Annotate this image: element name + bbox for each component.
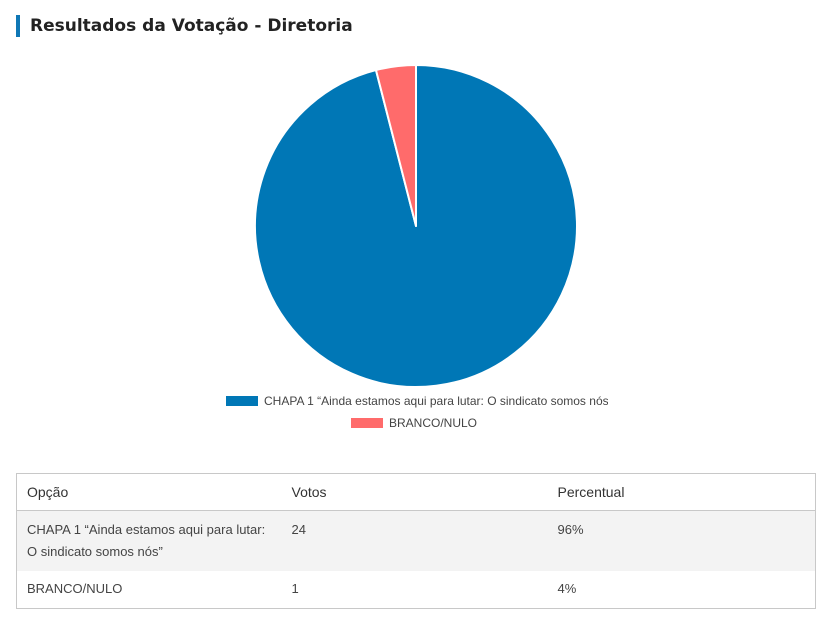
column-header-option: Opção (16, 473, 282, 511)
pie-chart (254, 64, 578, 388)
pie-slice-branco-nulo[interactable] (374, 64, 417, 227)
cell-option: CHAPA 1 “Ainda estamos aqui para lutar: … (16, 510, 282, 571)
legend-item-branco-nulo[interactable]: BRANCO/NULO (351, 416, 477, 430)
legend-label-branco-nulo: BRANCO/NULO (389, 416, 478, 430)
table-header-row: Opção Votos Percentual (16, 473, 816, 511)
legend-label-chapa-1: CHAPA 1 “Ainda estamos aqui para lutar: … (264, 394, 608, 408)
legend-item-chapa-1[interactable]: CHAPA 1 “Ainda estamos aqui para lutar: … (226, 394, 608, 408)
section-heading: Resultados da Votação - Diretoria (16, 14, 353, 38)
cell-votes: 1 (281, 571, 548, 609)
cell-percent: 4% (547, 571, 816, 609)
table-row: CHAPA 1 “Ainda estamos aqui para lutar: … (16, 510, 816, 571)
legend-swatch-branco-nulo (351, 418, 383, 428)
column-header-percent: Percentual (547, 473, 816, 511)
cell-percent: 96% (547, 510, 816, 571)
results-table: Opção Votos Percentual CHAPA 1 “Ainda es… (16, 473, 816, 609)
column-header-votes: Votos (281, 473, 548, 511)
heading-accent-bar (16, 15, 20, 37)
page-title: Resultados da Votação - Diretoria (30, 16, 353, 36)
legend-swatch-chapa-1 (226, 396, 258, 406)
table-row: BRANCO/NULO 1 4% (16, 571, 816, 609)
cell-votes: 24 (281, 510, 548, 571)
cell-option: BRANCO/NULO (16, 571, 282, 609)
